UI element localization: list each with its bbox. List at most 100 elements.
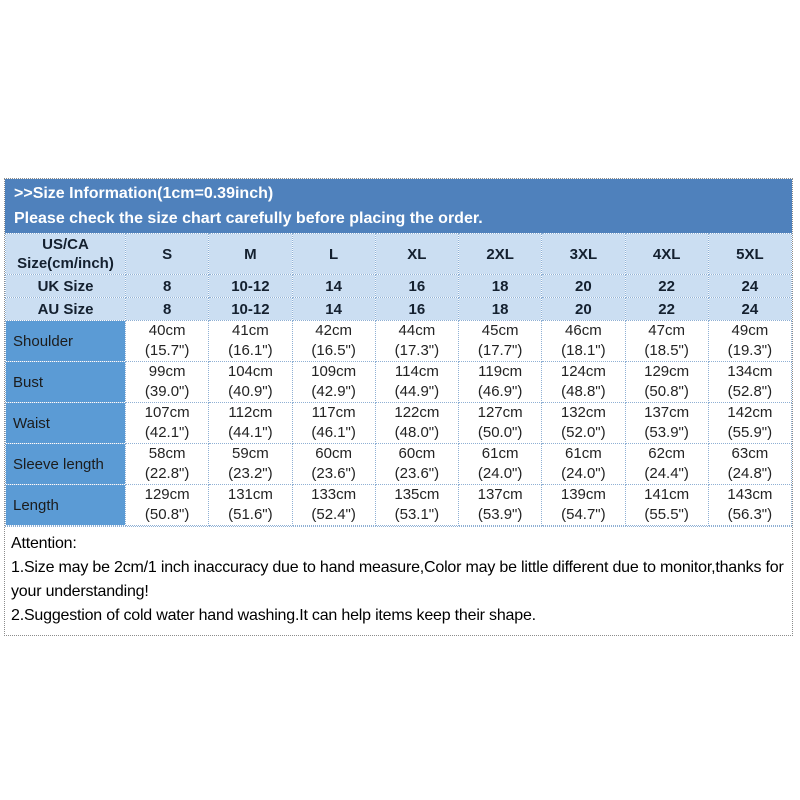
uk-size-label: UK Size xyxy=(5,274,126,298)
value-cm: 58cm xyxy=(148,445,186,462)
measurement-cell: 124cm (48.8") xyxy=(541,361,626,403)
au-size-cell: 22 xyxy=(624,297,709,321)
value-inch: (16.1") xyxy=(228,342,273,359)
measurement-cell: 99cm (39.0") xyxy=(124,361,210,403)
value-cm: 139cm xyxy=(560,486,606,503)
value-inch: (55.9") xyxy=(727,424,773,441)
value-cm: 62cm xyxy=(648,445,685,462)
uk-size-cell: 8 xyxy=(124,274,210,298)
size-chart-body: US/CA Size(cm/inch) S M L XL 2XL 3XL 4XL 5XL UK Si… xyxy=(5,233,793,526)
value-cm: 127cm xyxy=(477,404,523,421)
value-inch: (17.3") xyxy=(394,342,440,359)
value-inch: (42.1") xyxy=(144,424,190,441)
size-chart-table: US/CA Size(cm/inch) S M L XL 2XL 3XL 4XL 5XL UK Si… xyxy=(5,233,793,526)
corner-line-2: Size(cm/inch) xyxy=(17,255,114,272)
value-inch: (24.8") xyxy=(727,465,773,482)
uk-size-cell: 18 xyxy=(457,274,543,298)
au-size-cell: 8 xyxy=(124,297,210,321)
measurement-cell: 114cm (44.9") xyxy=(374,361,460,403)
measurement-cell: 59cm (23.2") xyxy=(208,443,293,485)
value-inch: (16.5") xyxy=(311,342,356,359)
value-inch: (53.9") xyxy=(477,506,523,523)
value-inch: (50.8") xyxy=(144,506,190,523)
value-cm: 137cm xyxy=(477,486,523,503)
value-cm: 119cm xyxy=(478,363,523,380)
value-inch: (44.9") xyxy=(394,383,440,400)
value-inch: (52.8") xyxy=(727,383,773,400)
measurement-row-waist: Waist 107cm (42.1") 112cm (44.1") 117cm (46.1"… xyxy=(5,402,793,444)
au-size-cell: 20 xyxy=(541,297,626,321)
size-col-header-3xl: 3XL xyxy=(541,233,626,275)
measurement-label: Shoulder xyxy=(5,320,126,362)
measurement-cell: 137cm (53.9") xyxy=(624,402,709,444)
measurement-cell: 134cm (52.8") xyxy=(707,361,793,403)
size-info-banner: >>Size Information(1cm=0.39inch) Please … xyxy=(5,179,792,233)
measurement-cell: 127cm (50.0") xyxy=(457,402,543,444)
value-cm: 114cm xyxy=(394,363,439,380)
measurement-label: Sleeve length xyxy=(5,443,126,485)
value-inch: (50.0") xyxy=(477,424,523,441)
value-inch: (24.0") xyxy=(477,465,523,482)
value-inch: (23.2") xyxy=(228,465,273,482)
value-cm: 142cm xyxy=(727,404,773,421)
size-header-row: US/CA Size(cm/inch) S M L XL 2XL 3XL 4XL 5XL xyxy=(5,233,793,275)
measurement-cell: 129cm (50.8") xyxy=(624,361,709,403)
measurement-cell: 139cm (54.7") xyxy=(541,484,626,526)
value-cm: 141cm xyxy=(644,486,690,503)
size-chart-sheet: >>Size Information(1cm=0.39inch) Please … xyxy=(4,178,793,636)
measurement-row-length: Length 129cm (50.8") 131cm (51.6") 133cm (52.4… xyxy=(5,484,793,526)
measurement-cell: 58cm (22.8") xyxy=(124,443,210,485)
measurement-cell: 61cm (24.0") xyxy=(541,443,626,485)
attention-note: Attention: 1.Size may be 2cm/1 inch inac… xyxy=(5,526,792,635)
value-inch: (24.0") xyxy=(561,465,606,482)
measurement-cell: 61cm (24.0") xyxy=(457,443,543,485)
uk-size-cell: 22 xyxy=(624,274,709,298)
measurement-cell: 112cm (44.1") xyxy=(208,402,293,444)
value-inch: (54.7") xyxy=(561,506,606,523)
size-col-header-4xl: 4XL xyxy=(624,233,709,275)
value-cm: 49cm xyxy=(731,322,769,339)
measurement-cell: 45cm (17.7") xyxy=(457,320,543,362)
value-cm: 131cm xyxy=(227,486,273,503)
value-inch: (40.9") xyxy=(228,383,273,400)
value-cm: 47cm xyxy=(648,322,685,339)
value-cm: 41cm xyxy=(232,322,269,339)
value-inch: (56.3") xyxy=(727,506,773,523)
value-cm: 112cm xyxy=(228,404,273,421)
au-size-cell: 24 xyxy=(707,297,793,321)
size-col-header-2xl: 2XL xyxy=(457,233,543,275)
measurement-cell: 122cm (48.0") xyxy=(374,402,460,444)
value-cm: 135cm xyxy=(394,486,440,503)
value-cm: 42cm xyxy=(315,322,352,339)
measurement-cell: 63cm (24.8") xyxy=(707,443,793,485)
value-cm: 44cm xyxy=(398,322,436,339)
value-inch: (52.0") xyxy=(561,424,606,441)
value-inch: (52.4") xyxy=(311,506,356,523)
uk-size-cell: 10-12 xyxy=(208,274,293,298)
uk-size-cell: 24 xyxy=(707,274,793,298)
value-cm: 99cm xyxy=(148,363,186,380)
value-cm: 40cm xyxy=(148,322,186,339)
measurement-cell: 62cm (24.4") xyxy=(624,443,709,485)
measurement-cell: 137cm (53.9") xyxy=(457,484,543,526)
value-cm: 133cm xyxy=(311,486,357,503)
value-cm: 132cm xyxy=(560,404,606,421)
measurement-cell: 143cm (56.3") xyxy=(707,484,793,526)
attention-line-1: 1.Size may be 2cm/1 inch inaccuracy due … xyxy=(11,559,784,600)
value-inch: (19.3") xyxy=(727,342,773,359)
value-cm: 137cm xyxy=(644,404,690,421)
value-cm: 129cm xyxy=(144,486,190,503)
value-cm: 109cm xyxy=(311,363,357,380)
value-inch: (44.1") xyxy=(228,424,273,441)
value-inch: (39.0") xyxy=(144,383,190,400)
measurement-label: Bust xyxy=(5,361,126,403)
au-size-cell: 14 xyxy=(291,297,376,321)
measurement-row-shoulder: Shoulder 40cm (15.7") 41cm (16.1") 42cm (16.5"… xyxy=(5,320,793,362)
uk-size-cell: 20 xyxy=(541,274,626,298)
measurement-cell: 133cm (52.4") xyxy=(291,484,376,526)
value-cm: 63cm xyxy=(731,445,769,462)
value-cm: 45cm xyxy=(481,322,519,339)
measurement-label: Length xyxy=(5,484,126,526)
value-cm: 124cm xyxy=(560,363,606,380)
measurement-cell: 135cm (53.1") xyxy=(374,484,460,526)
